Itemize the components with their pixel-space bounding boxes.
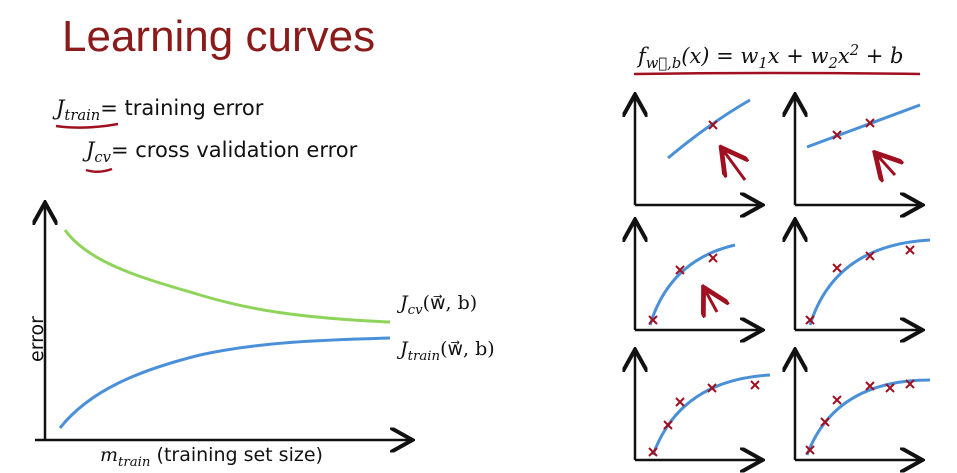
- formula-part: + b: [859, 44, 904, 68]
- formula-part: f: [638, 44, 646, 68]
- underline: [85, 167, 113, 173]
- panel: [635, 222, 760, 330]
- formula-part: 2: [849, 42, 860, 59]
- curve-label: Jtrain(w⃗, b): [400, 338, 495, 364]
- x-axis-label: mtrain (training set size): [100, 444, 323, 470]
- underline: [633, 71, 921, 76]
- panel: [795, 97, 920, 205]
- formula-part: 1: [758, 55, 768, 73]
- formula-part: w⃗,b: [645, 55, 682, 73]
- panel: [795, 222, 931, 330]
- y-axis-label: error: [26, 316, 48, 362]
- formula-part: 2: [828, 55, 838, 73]
- formula: fw⃗,b(x) = w1x + w2x2 + b: [638, 42, 903, 72]
- learning-curve-plot: [35, 205, 410, 440]
- definition: Jtrain= training error: [56, 96, 264, 125]
- formula-part: x: [837, 44, 850, 68]
- underline: [55, 122, 119, 129]
- panel: [635, 97, 760, 205]
- formula-part: (x) = w: [681, 44, 759, 68]
- curve-label: Jcv(w⃗, b): [400, 292, 478, 318]
- panel: [795, 352, 931, 460]
- formula-part: x + w: [767, 44, 829, 68]
- panel: [635, 352, 771, 460]
- definition: Jcv= cross validation error: [86, 138, 358, 167]
- title: Learning curves: [62, 12, 376, 61]
